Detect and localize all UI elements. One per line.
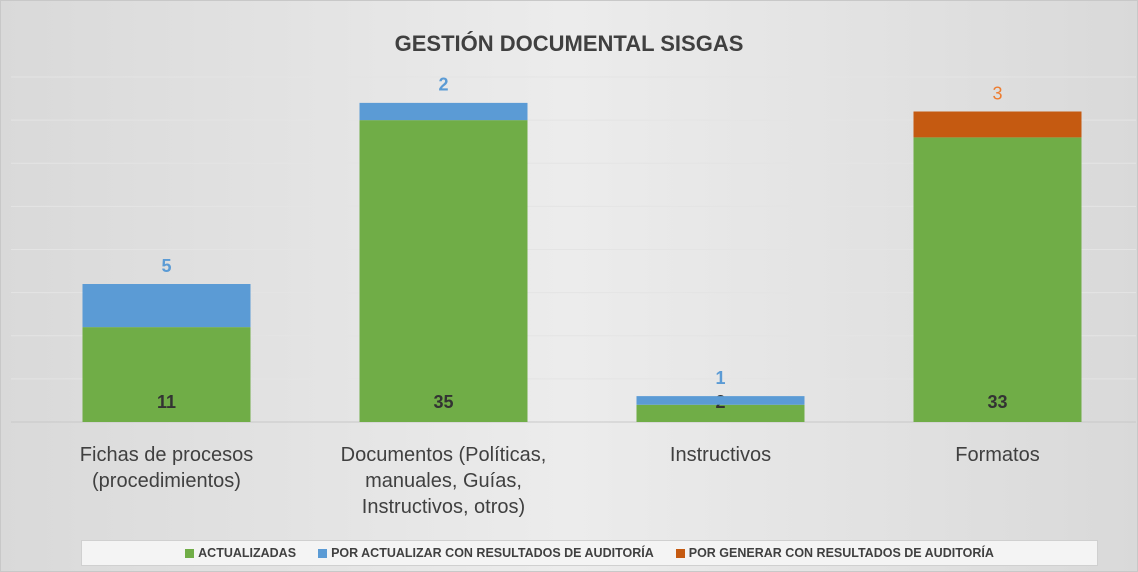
data-label: 5 [161,256,171,276]
bar-segment [913,111,1082,138]
bar-segment [359,102,528,121]
legend-label: ACTUALIZADAS [198,546,297,560]
data-label: 33 [987,392,1007,412]
legend-item: POR ACTUALIZAR CON RESULTADOS DE AUDITOR… [318,546,654,560]
legend-label: POR GENERAR CON RESULTADOS DE AUDITORÍA [688,546,994,560]
x-tick-label: Instructivos [669,444,772,466]
legend-label: POR ACTUALIZAR CON RESULTADOS DE AUDITOR… [331,546,654,560]
legend-swatch [185,548,195,558]
data-label: 2 [438,75,448,95]
chart-title: GESTIÓN DOCUMENTAL SISGAS [395,31,744,56]
bar-segment [913,137,1082,422]
bar-segment [636,404,805,422]
legend: ACTUALIZADAS POR ACTUALIZAR CON RESULTADO… [81,540,1098,566]
bar-segment [359,120,528,422]
legend-item: POR GENERAR CON RESULTADOS DE AUDITORÍA [675,546,994,560]
data-label: 1 [715,368,725,388]
legend-item: ACTUALIZADAS [185,546,296,560]
x-tick-label: Documentos (Políticas, manuales, Guías, … [340,444,547,518]
data-label: 3 [992,83,1002,103]
x-tick-label: Formatos [955,444,1040,466]
data-label: 35 [433,392,453,412]
bar-segment [636,396,805,405]
legend-swatch [318,548,328,558]
x-tick-label: Fichas de procesos (procedimientos) [79,444,254,492]
bar-segment [82,284,251,328]
bar-segment [82,327,251,422]
legend-swatch [675,548,685,558]
data-label: 11 [157,392,176,412]
